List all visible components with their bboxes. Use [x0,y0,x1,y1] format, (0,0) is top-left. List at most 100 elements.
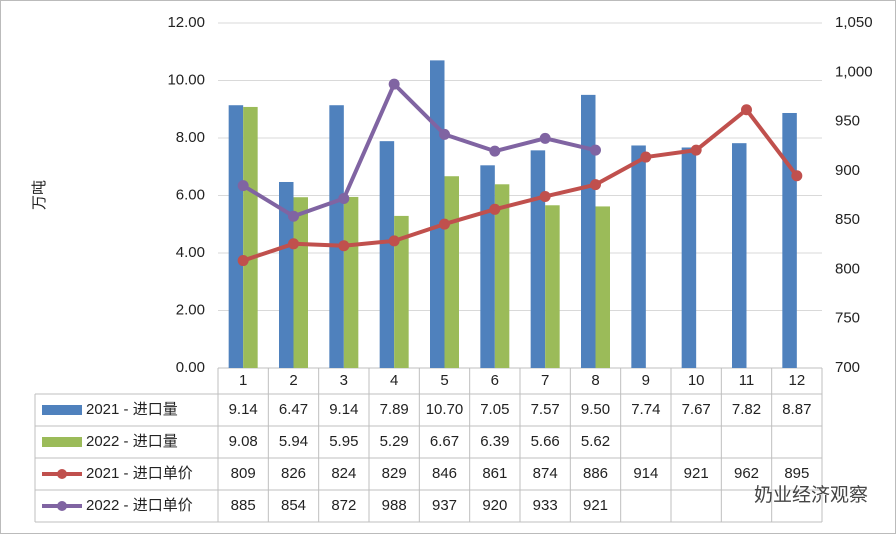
table-cell: 920 [482,497,507,514]
x-tick-label: 4 [390,372,398,389]
table-cell: 809 [231,465,256,482]
table-cell: 854 [281,497,306,514]
table-cell: 988 [382,497,407,514]
marker [388,78,400,90]
marker [489,145,501,157]
x-tick-label: 9 [642,372,650,389]
table-cell: 824 [331,465,356,482]
x-tick-label: 8 [591,372,599,389]
table-cell: 7.57 [531,401,560,418]
x-tick-label: 5 [440,372,448,389]
marker [439,128,450,140]
y2-tick-label: 700 [835,359,860,376]
marker [237,255,249,267]
y-tick-label: 10.00 [167,71,205,88]
bar [732,143,747,368]
marker [690,144,702,156]
bar [394,215,409,368]
table-cell: 10.70 [426,401,464,418]
table-cell: 7.05 [480,401,509,418]
bar [494,184,510,368]
x-tick-label: 7 [541,372,549,389]
y-tick-label: 12.00 [167,14,205,31]
x-tick-label: 1 [239,372,247,389]
bar [228,105,244,368]
marker [590,179,601,191]
table-cell: 829 [382,465,407,482]
table-cell: 9.14 [329,401,358,418]
bar [343,196,359,368]
bar [279,181,294,368]
table-cell: 7.89 [380,401,409,418]
table-cell: 7.82 [732,401,761,418]
bar [480,165,495,368]
legend-swatch [42,437,82,447]
table-cell: 921 [684,465,709,482]
marker [539,190,551,202]
marker [741,104,752,116]
bar [243,106,258,368]
line [242,82,596,219]
table-cell: 962 [734,465,759,482]
x-tick-label: 10 [688,372,705,389]
marker [640,151,652,163]
table-cell: 885 [231,497,256,514]
x-tick-label: 12 [788,372,805,389]
bar [293,197,308,368]
y2-tick-label: 800 [835,260,860,277]
y-tick-label: 6.00 [176,186,205,203]
y2-tick-label: 1,050 [835,14,873,31]
bar [430,60,445,368]
table-cell: 872 [331,497,356,514]
marker [539,132,551,144]
table-cell: 914 [633,465,658,482]
table-cell: 6.39 [480,433,509,450]
y-tick-label: 8.00 [176,129,205,146]
marker [439,218,450,230]
bar [595,206,610,368]
table-cell: 846 [432,465,457,482]
table-cell: 5.95 [329,433,358,450]
bar [530,150,546,368]
marker [237,180,249,192]
y2-tick-label: 750 [835,310,860,327]
legend-label: 2022 - 进口单价 [86,497,193,514]
x-tick-label: 6 [491,372,499,389]
marker [338,240,350,252]
watermark: 奶业经济观察 [754,484,868,506]
legend-marker [57,469,67,479]
bar [545,205,560,368]
table-cell: 6.47 [279,401,308,418]
table-cell: 6.67 [430,433,459,450]
y-tick-label: 2.00 [176,301,205,318]
table-cell: 937 [432,497,457,514]
bar [329,105,344,368]
table-cell: 933 [533,497,558,514]
table-cell: 874 [533,465,558,482]
table-cell: 826 [281,465,306,482]
y2-tick-label: 850 [835,211,860,228]
y-tick-label: 0.00 [176,359,205,376]
y-tick-label: 4.00 [176,244,205,261]
bar [782,112,797,368]
table-cell: 5.94 [279,433,308,450]
x-tick-label: 11 [739,372,755,389]
y2-tick-label: 1,000 [835,63,873,80]
bar [444,176,459,368]
table-cell: 5.66 [531,433,560,450]
bar [379,141,395,368]
table-cell: 8.87 [782,401,811,418]
marker [288,210,299,222]
y2-tick-label: 950 [835,113,860,130]
marker [489,203,501,215]
table-cell: 9.08 [229,433,258,450]
x-tick-label: 2 [289,372,297,389]
table-cell: 5.62 [581,433,610,450]
table-cell: 7.67 [682,401,711,418]
legend-marker [57,501,67,511]
marker [288,238,299,250]
marker [388,235,400,247]
line [242,107,799,263]
x-tick-label: 3 [340,372,348,389]
